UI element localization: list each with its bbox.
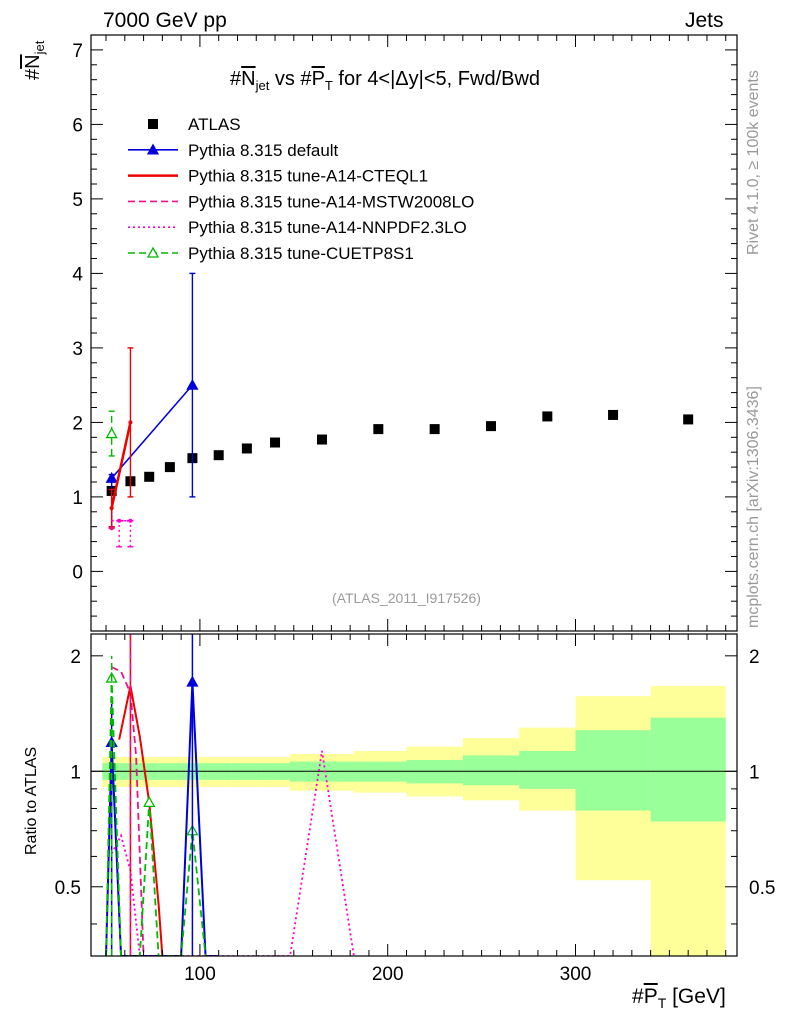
title-sub-jet: jet	[255, 78, 270, 93]
legend-label: Pythia 8.315 tune-CUETP8S1	[188, 244, 414, 263]
ratio-marker	[143, 796, 156, 807]
x-tick-label: 100	[184, 964, 216, 985]
main-y-tick-label: 6	[72, 115, 83, 136]
ratio-band-inner	[650, 717, 726, 822]
ratio-y-tick-label-right: 0.5	[749, 878, 775, 899]
title-n: N	[241, 68, 256, 90]
legend-label: Pythia 8.315 tune-A14-CTEQL1	[188, 167, 428, 186]
atlas-data-point	[241, 443, 252, 454]
ratio-y-tick-label-right: 1	[749, 762, 760, 783]
ratio-band-inner	[519, 750, 576, 789]
ratio-curve	[110, 750, 355, 956]
legend-label: Pythia 8.315 default	[188, 141, 339, 160]
mc-marker	[105, 427, 118, 439]
ratio-frame	[90, 633, 738, 957]
mc-curve	[111, 384, 193, 479]
atlas-data-point	[542, 411, 553, 422]
atlas-data-point	[213, 450, 224, 461]
mc-marker	[128, 518, 133, 523]
mc-marker	[117, 518, 122, 523]
atlas-data-point	[164, 462, 175, 473]
atlas-data-point	[485, 421, 496, 432]
legend-label: Pythia 8.315 tune-A14-MSTW2008LO	[188, 192, 474, 211]
ratio-y-tick-label-left: 2	[70, 647, 81, 668]
ratio-uncertainty-bands	[91, 685, 737, 956]
main-y-tick-label: 0	[72, 562, 83, 583]
energy-label: 7000 GeV pp	[103, 9, 227, 32]
legend-marker	[146, 246, 160, 258]
ratio-y-tick-label-right: 2	[749, 647, 760, 668]
main-y-tick-label: 4	[72, 264, 83, 285]
legend: ATLAS Pythia 8.315 default Pythia 8.315 tu…	[128, 115, 474, 263]
legend-atlas-marker	[148, 119, 158, 129]
main-y-tick-label: 7	[72, 41, 83, 62]
ratio-curve	[105, 681, 219, 956]
mc-marker	[109, 506, 114, 511]
title-hash: #	[230, 68, 242, 90]
mc-marker	[109, 526, 114, 531]
legend-label: ATLAS	[188, 115, 241, 134]
atlas-data-point	[429, 424, 440, 435]
axes: 0 1 2 3 4 5 6 7 0.5 0.5 1 1 2 2 100 200 300	[55, 34, 775, 985]
title-vs: vs #	[269, 68, 312, 90]
atlas-data-point	[316, 434, 327, 445]
xlabel-sub: T	[657, 995, 667, 1012]
xlabel-unit: [GeV]	[666, 985, 726, 1008]
x-axis-label: #PT [GeV]	[632, 985, 726, 1011]
title-p: P	[311, 68, 325, 90]
mc-curve	[110, 422, 132, 509]
main-y-tick-label: 1	[72, 488, 83, 509]
atlas-data-point	[683, 414, 694, 425]
mc-marker	[128, 420, 133, 425]
main-y-tick-label: 3	[72, 339, 83, 360]
title-rest: for 4<|Δy|<5, Fwd/Bwd	[332, 68, 541, 90]
atlas-data-point	[144, 471, 155, 482]
legend-label: Pythia 8.315 tune-A14-NNPDF2.3LO	[188, 218, 467, 237]
x-tick-label: 300	[560, 964, 592, 985]
x-tick-label: 200	[372, 964, 404, 985]
ratio-band-inner	[575, 730, 651, 811]
atlas-data-point	[270, 437, 281, 448]
main-plot-series	[105, 272, 694, 548]
main-y-tick-label: 5	[72, 190, 83, 211]
xlabel-hash: #	[632, 985, 644, 1008]
ratio-band-inner	[462, 755, 520, 786]
ratio-y-tick-label-left: 1	[70, 762, 81, 783]
ratio-curve	[118, 685, 164, 956]
atlas-data-point	[373, 424, 384, 435]
chart-title: #Njet vs #PT for 4<|Δy|<5, Fwd/Bwd	[230, 68, 540, 93]
xlabel-p: P	[643, 985, 658, 1008]
legend-marker	[146, 143, 160, 155]
title-sub-t: T	[324, 78, 333, 93]
ratio-curves	[105, 634, 355, 956]
mc-marker	[105, 471, 118, 483]
analysis-watermark: (ATLAS_2011_I917526)	[332, 590, 481, 606]
ratio-y-tick-label-left: 0.5	[55, 878, 81, 899]
main-y-tick-label: 2	[72, 413, 83, 434]
mc-marker	[186, 378, 199, 390]
jets-label: Jets	[685, 9, 724, 32]
atlas-data-point	[608, 409, 619, 420]
